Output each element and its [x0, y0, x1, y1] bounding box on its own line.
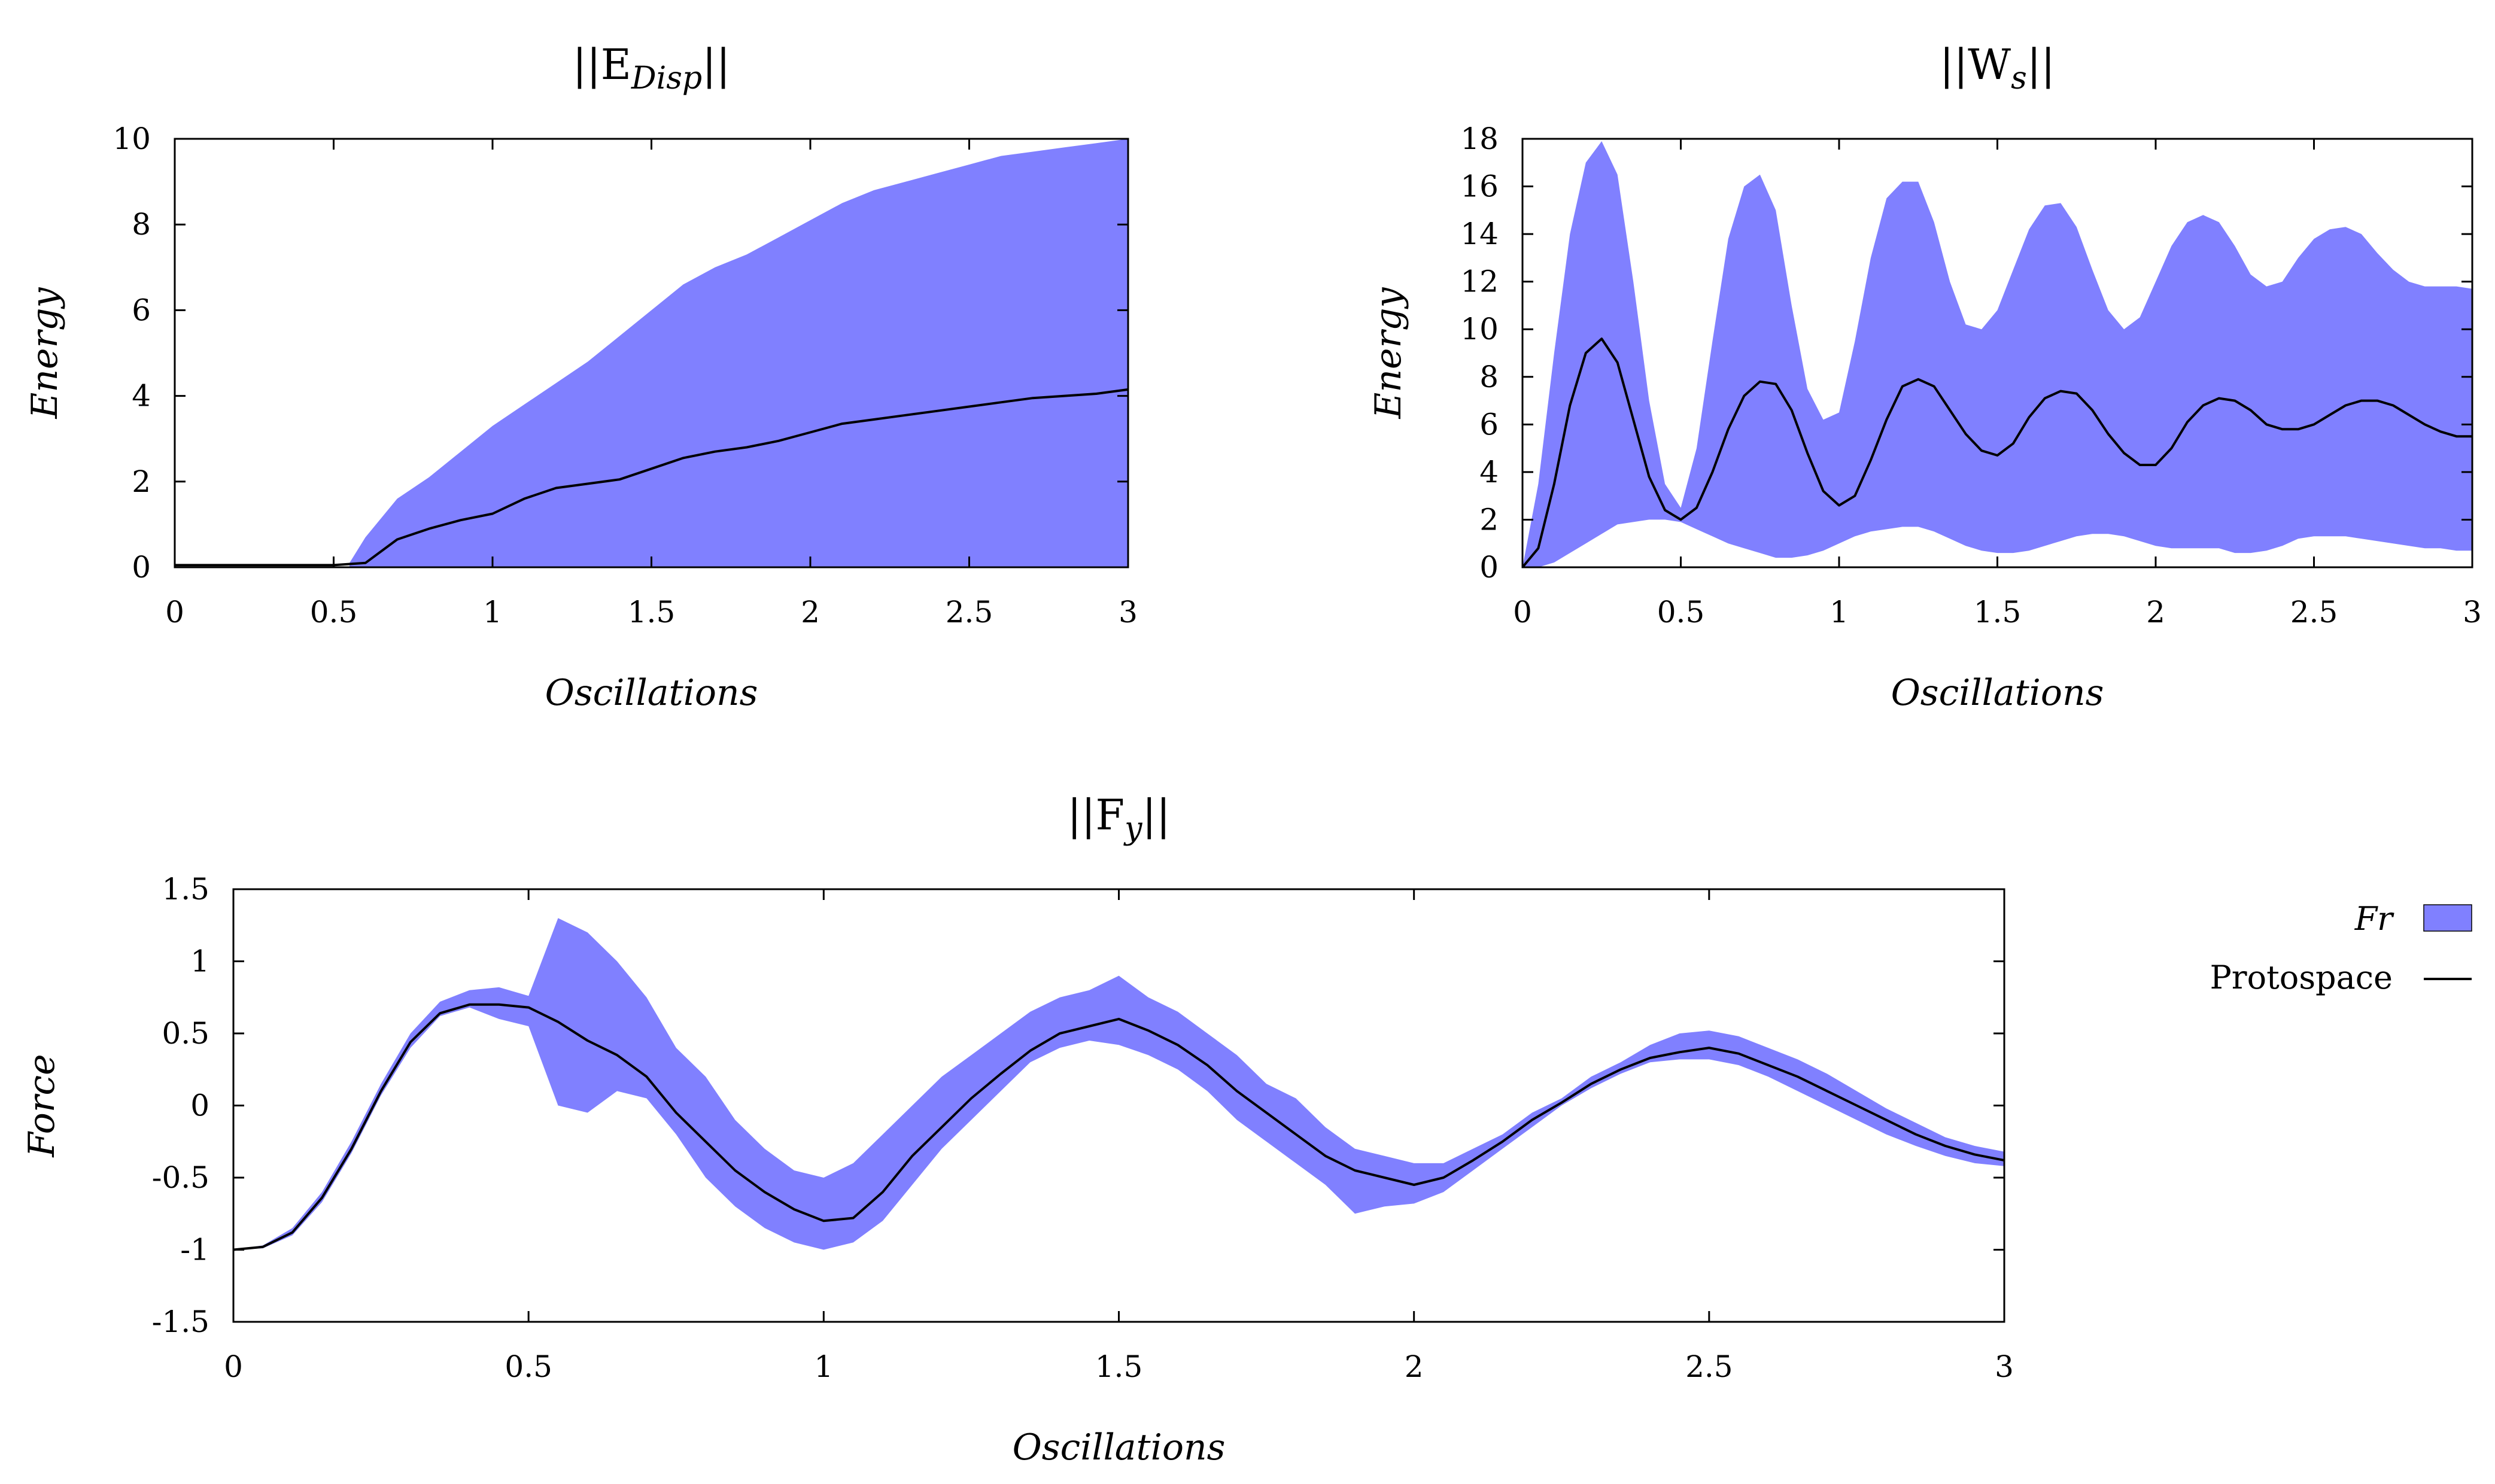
y-tick-label: 1.5 [162, 872, 209, 907]
legend-swatch-fr [2423, 904, 2472, 932]
legend-label-protospace: Protospace [2210, 959, 2393, 996]
chart-force-fy: 0 0.5 1 1.5 2 2.5 3 -1.5 -1 -0.5 0 0.5 1 1.5 Oscillati… [21, 790, 2014, 1468]
x-tick-label: 3 [1995, 1349, 2014, 1384]
x-axis-label: Oscillations [1013, 1427, 1226, 1468]
legend: Fr Protospace [2210, 900, 2472, 996]
y-tick-label: -1.5 [152, 1304, 209, 1339]
y-tick-label: -1 [180, 1233, 209, 1267]
x-tick-label: 0 [1513, 595, 1532, 630]
y-tick-label: 6 [1479, 407, 1499, 442]
y-axis-label: Energy [24, 287, 66, 419]
x-tick-label: 2 [801, 595, 820, 630]
x-tick-label: 2.5 [946, 595, 993, 630]
x-tick-label: 0.5 [505, 1349, 552, 1384]
y-tick-label: 10 [113, 121, 151, 156]
chart-energy-disp: 0 0.5 1 1.5 2 2.5 3 0 2 4 6 8 10 Oscillations Energy ||… [24, 40, 1138, 714]
x-axis-label: Oscillations [1891, 672, 2104, 714]
chart-title: ||Fy|| [1067, 790, 1170, 847]
plot-frame [232, 888, 2005, 1323]
series-band-fr [1522, 141, 2472, 567]
x-tick-label: 0.5 [310, 595, 358, 630]
y-axis-label: Force [21, 1054, 63, 1157]
y-axis-label: Energy [1367, 287, 1409, 419]
series-band-fr [233, 918, 2004, 1250]
y-tick-label: 0 [1479, 550, 1499, 585]
chart-title: ||Ws|| [1940, 40, 2055, 96]
y-tick-label: 0 [190, 1088, 209, 1123]
y-tick-label: 12 [1460, 264, 1499, 299]
x-tick-label: 1.5 [1974, 595, 2022, 630]
x-tick-label: 2 [2146, 595, 2165, 630]
chart-title: ||EDisp|| [573, 40, 731, 96]
y-tick-label: 2 [132, 464, 151, 499]
y-tick-label: 2 [1479, 502, 1499, 537]
y-tick-label: 8 [132, 207, 151, 242]
legend-label-fr: Fr [2354, 900, 2394, 938]
x-tick-label: 1.5 [1095, 1349, 1143, 1384]
x-tick-label: 3 [1119, 595, 1138, 630]
x-axis-label: Oscillations [545, 672, 758, 714]
y-tick-label: 1 [190, 944, 209, 979]
x-tick-label: 1 [1830, 595, 1849, 630]
y-tick-label: 16 [1460, 169, 1499, 204]
x-tick-label: 2 [1405, 1349, 1424, 1384]
x-tick-label: 1 [814, 1349, 833, 1384]
series-line-protospace [233, 1003, 2005, 1251]
x-tick-label: 2.5 [2290, 595, 2338, 630]
series-band-fr [350, 139, 1128, 567]
x-tick-label: 0 [165, 595, 184, 630]
y-tick-label: 10 [1460, 312, 1499, 346]
y-tick-label: 14 [1460, 217, 1499, 251]
y-tick-label: 0 [132, 550, 151, 585]
y-tick-label: 0.5 [162, 1016, 209, 1051]
series-line-protospace [1521, 337, 2472, 568]
y-tick-label: 4 [132, 379, 151, 413]
y-tick-label: 8 [1479, 360, 1499, 394]
chart-energy-ws: 0 0.5 1 1.5 2 2.5 3 0 2 4 6 8 10 12 14 16 18 Oscillations… [1367, 40, 2482, 714]
x-tick-label: 1.5 [628, 595, 676, 630]
x-tick-label: 0 [224, 1349, 243, 1384]
y-tick-label: 18 [1460, 121, 1499, 156]
x-tick-label: 2.5 [1685, 1349, 1733, 1384]
x-tick-label: 3 [2463, 595, 2482, 630]
y-tick-label: -0.5 [152, 1160, 209, 1195]
x-tick-label: 1 [483, 595, 502, 630]
y-tick-label: 6 [132, 293, 151, 327]
y-tick-label: 4 [1479, 455, 1499, 489]
series-line-protospace [175, 388, 1129, 567]
x-tick-label: 0.5 [1657, 595, 1705, 630]
